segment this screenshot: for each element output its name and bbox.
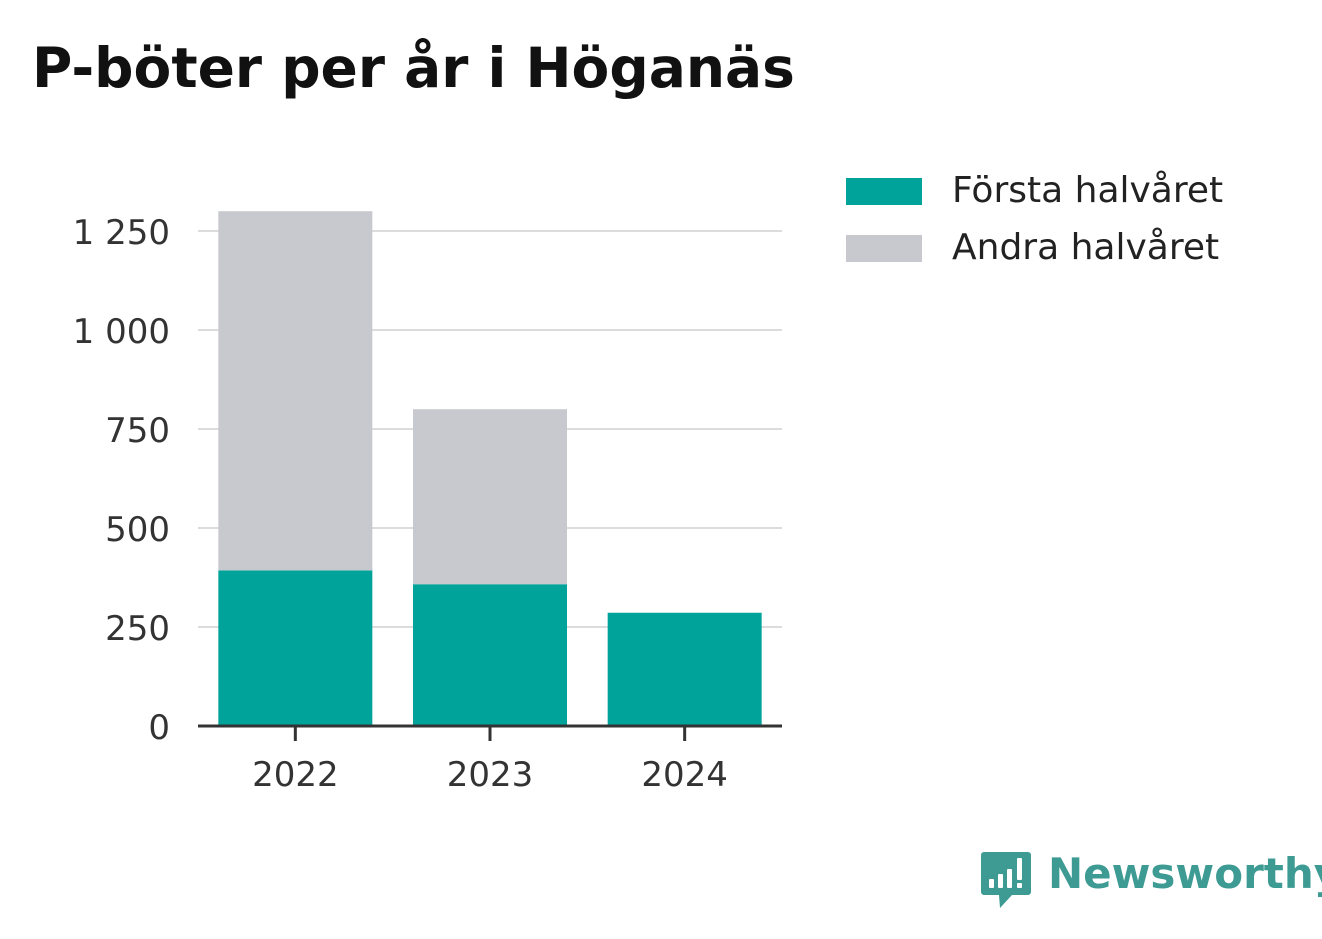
newsworthy-logo-icon <box>981 852 1031 908</box>
y-tick-label: 1 250 <box>73 213 170 253</box>
bar-2024-series-1 <box>607 612 762 726</box>
y-tick-label: 250 <box>105 609 170 649</box>
legend-swatch-first-half <box>846 178 922 205</box>
bar-2023-series-2 <box>413 409 567 585</box>
y-tick-label: 750 <box>105 411 170 451</box>
brand-name: Newsworthy <box>1048 849 1322 898</box>
y-tick-label: 0 <box>148 708 170 748</box>
bar-2023-series-1 <box>413 584 567 726</box>
x-axis: 2022 2023 2024 <box>198 724 782 795</box>
bar-2022-series-2 <box>218 211 373 571</box>
bar-2022-series-1 <box>218 570 373 726</box>
legend-label-first-half: Första halvåret <box>952 170 1224 211</box>
y-axis: 0 250 500 750 1 000 1 250 <box>73 213 170 748</box>
x-tick-label: 2024 <box>641 755 728 795</box>
legend-swatch-second-half <box>846 235 922 262</box>
x-tick-label: 2022 <box>252 755 339 795</box>
y-tick-label: 500 <box>105 510 170 550</box>
x-tick-label: 2023 <box>447 755 534 795</box>
chart-title: P-böter per år i Höganäs <box>32 36 795 100</box>
legend-label-second-half: Andra halvåret <box>952 227 1220 268</box>
y-tick-label: 1 000 <box>73 312 170 352</box>
bars <box>218 211 762 726</box>
